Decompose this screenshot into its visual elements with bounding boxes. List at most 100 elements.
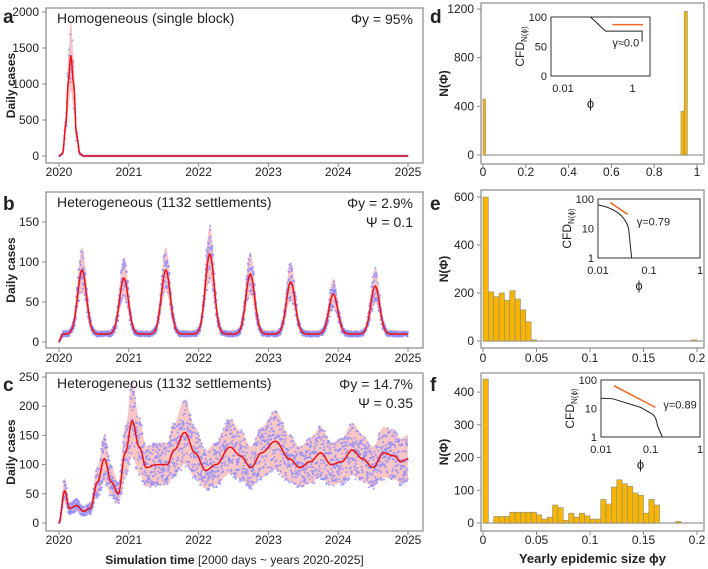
case-point bbox=[239, 447, 242, 451]
case-point bbox=[361, 470, 364, 474]
case-point bbox=[124, 431, 127, 434]
case-point bbox=[327, 319, 330, 322]
case-point bbox=[65, 335, 68, 338]
case-point bbox=[268, 418, 271, 421]
case-point bbox=[309, 441, 312, 445]
case-point bbox=[319, 474, 322, 477]
case-point bbox=[175, 441, 178, 444]
case-point bbox=[371, 473, 374, 476]
case-point bbox=[126, 461, 130, 464]
case-point bbox=[126, 305, 129, 308]
case-point bbox=[163, 279, 166, 282]
case-point bbox=[167, 467, 170, 470]
y-axis-label: Daily cases bbox=[4, 419, 18, 485]
case-point bbox=[166, 477, 169, 481]
case-point bbox=[73, 323, 76, 327]
case-point bbox=[172, 427, 175, 430]
case-point bbox=[255, 443, 259, 447]
case-point bbox=[277, 334, 280, 337]
case-point bbox=[375, 273, 378, 277]
case-point bbox=[276, 469, 280, 473]
case-point bbox=[180, 451, 184, 454]
case-point bbox=[286, 466, 289, 469]
case-point bbox=[64, 483, 67, 486]
case-point bbox=[298, 469, 301, 472]
case-point bbox=[340, 480, 343, 483]
case-point bbox=[135, 415, 139, 418]
case-point bbox=[186, 430, 189, 433]
case-point bbox=[105, 443, 108, 446]
case-point bbox=[142, 331, 145, 334]
case-point bbox=[208, 237, 211, 240]
case-point bbox=[108, 459, 111, 462]
case-point bbox=[286, 281, 289, 284]
case-point bbox=[363, 480, 366, 483]
case-point bbox=[162, 269, 165, 272]
case-point bbox=[245, 281, 248, 284]
case-point bbox=[230, 419, 234, 422]
case-point bbox=[280, 452, 283, 455]
case-point bbox=[353, 466, 357, 469]
case-point bbox=[105, 484, 108, 487]
case-point bbox=[368, 472, 372, 475]
case-point bbox=[391, 470, 394, 473]
case-point bbox=[338, 478, 341, 481]
case-point bbox=[179, 419, 182, 422]
case-point bbox=[374, 453, 377, 457]
case-point bbox=[334, 291, 337, 294]
case-point bbox=[324, 329, 327, 332]
case-point bbox=[263, 459, 266, 462]
case-point bbox=[181, 420, 185, 423]
case-point bbox=[352, 426, 355, 429]
case-point bbox=[353, 437, 356, 440]
case-point bbox=[372, 303, 375, 306]
case-point bbox=[105, 452, 108, 455]
case-point bbox=[313, 447, 316, 450]
case-point bbox=[193, 431, 196, 434]
case-point bbox=[183, 453, 186, 456]
case-point bbox=[380, 471, 383, 474]
case-point bbox=[333, 285, 336, 288]
case-point bbox=[208, 483, 212, 487]
case-point bbox=[167, 449, 171, 453]
case-point bbox=[266, 424, 270, 427]
case-point bbox=[255, 462, 258, 465]
case-point bbox=[125, 424, 129, 427]
case-point bbox=[186, 428, 189, 431]
case-point bbox=[272, 418, 276, 421]
case-point bbox=[71, 39, 74, 42]
case-point bbox=[191, 431, 194, 434]
case-point bbox=[203, 476, 207, 479]
case-point bbox=[137, 458, 140, 461]
case-point bbox=[200, 458, 204, 461]
case-point bbox=[275, 410, 278, 413]
case-point bbox=[331, 479, 334, 482]
case-point bbox=[114, 501, 117, 504]
case-point bbox=[286, 479, 290, 482]
case-point bbox=[358, 478, 361, 481]
case-point bbox=[362, 333, 365, 337]
case-point bbox=[277, 448, 280, 451]
case-point bbox=[354, 459, 357, 462]
case-point bbox=[88, 502, 91, 505]
case-point bbox=[161, 450, 164, 454]
case-point bbox=[377, 438, 380, 441]
case-point bbox=[368, 449, 371, 452]
x-tick-label: 2024 bbox=[325, 351, 352, 365]
case-point bbox=[361, 438, 364, 442]
case-point bbox=[358, 442, 361, 445]
case-point bbox=[375, 479, 378, 482]
case-point bbox=[331, 458, 335, 462]
case-point bbox=[371, 276, 374, 279]
case-point bbox=[328, 440, 331, 443]
case-point bbox=[167, 265, 170, 268]
case-point bbox=[284, 430, 287, 434]
case-point bbox=[205, 248, 208, 251]
case-point bbox=[361, 329, 364, 332]
case-point bbox=[244, 454, 247, 457]
case-point bbox=[261, 427, 265, 430]
case-point bbox=[329, 473, 332, 476]
case-point bbox=[406, 335, 409, 338]
case-point bbox=[299, 461, 303, 464]
case-point bbox=[337, 459, 341, 462]
